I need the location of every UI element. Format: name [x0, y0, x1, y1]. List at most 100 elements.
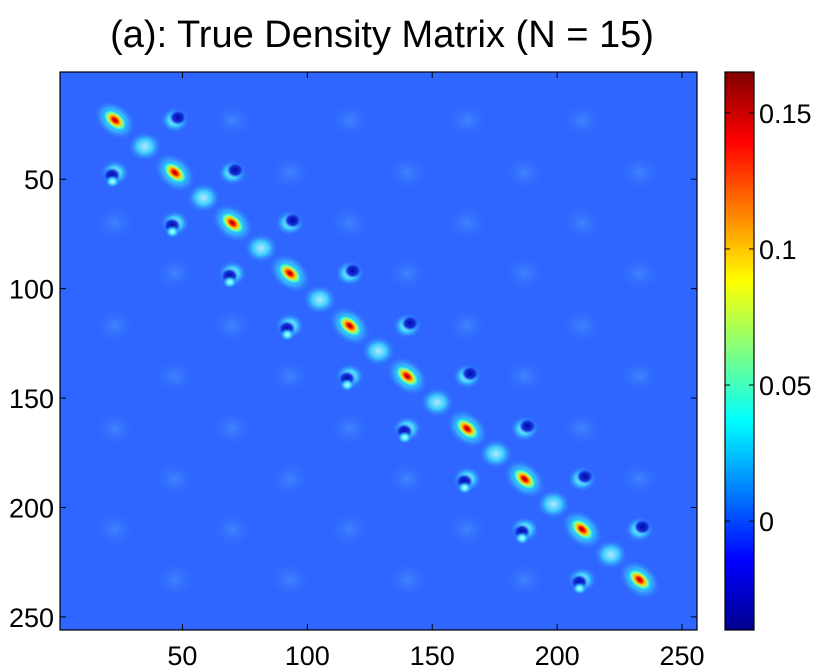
diagonal-peak	[336, 313, 363, 338]
offdiag-blob	[502, 559, 548, 600]
diagonal-peak	[102, 108, 128, 132]
x-tick-label: 100	[285, 641, 330, 667]
coupling-blob	[535, 488, 571, 520]
peak-group	[385, 355, 429, 397]
peak-group	[560, 509, 604, 550]
coupling-blob	[419, 387, 455, 418]
negative-blob	[633, 519, 652, 535]
offdiag-blob	[502, 253, 548, 294]
offdiag-blob	[327, 100, 373, 140]
diagonal-peak	[219, 211, 246, 235]
coupling-blob	[478, 438, 514, 470]
x-tick-label: 250	[659, 641, 704, 667]
coupling-blob	[514, 531, 530, 545]
colorbar: 0 0.05 0.1 0.15	[724, 71, 812, 631]
offdiag-blob	[559, 306, 605, 346]
offdiag-blob	[92, 509, 138, 550]
coupling-blob	[104, 174, 120, 188]
diagonal-peak	[394, 364, 421, 389]
offdiag-blob	[267, 459, 313, 499]
offdiag-blob	[92, 408, 138, 449]
peak-group	[503, 458, 547, 500]
offdiag-blob	[444, 509, 490, 550]
negative-blob	[461, 365, 479, 382]
colorbar-tick-label: 0.05	[759, 371, 812, 401]
colorbar-frame	[724, 71, 755, 631]
y-tick-label: 250	[9, 603, 54, 633]
offdiag-blob	[209, 100, 255, 140]
diagonal-peak	[511, 467, 538, 491]
chart-title: (a): True Density Matrix (N = 15)	[110, 14, 654, 56]
offdiag-blob	[267, 356, 313, 396]
offdiag-blob	[209, 306, 255, 346]
offdiag-blob	[502, 356, 548, 396]
offdiag-blob	[617, 459, 663, 499]
offdiag-blob	[559, 100, 605, 140]
offdiag-blob	[559, 203, 605, 243]
peak-group	[328, 305, 372, 347]
offdiag-blob	[384, 559, 430, 600]
offdiag-blob	[152, 253, 198, 294]
offdiag-blob	[617, 152, 663, 193]
coupling-blob	[572, 581, 588, 595]
coupling-blob	[339, 378, 355, 392]
y-tick-label: 200	[9, 493, 54, 523]
offdiag-blob	[617, 356, 663, 396]
offdiag-blob	[92, 306, 138, 346]
negative-blob	[576, 468, 594, 485]
peak-group	[618, 559, 661, 600]
colorbar-tick-label: 0	[759, 507, 774, 537]
offdiag-blob	[92, 203, 138, 243]
coupling-blob	[186, 182, 222, 214]
x-tick-label: 200	[535, 641, 580, 667]
peak-group	[93, 99, 137, 141]
diagonal-peak	[626, 567, 653, 592]
y-tick-label: 100	[9, 275, 54, 305]
diagonal-peak	[162, 160, 188, 185]
coupling-blob	[593, 539, 629, 570]
coupling-blob	[127, 131, 163, 162]
coupling-blob	[164, 225, 180, 239]
offdiag-blob	[617, 253, 663, 294]
x-tick-label: 50	[167, 641, 197, 667]
offdiag-blob	[384, 459, 430, 499]
diagonal-peak	[569, 517, 595, 542]
offdiag-blob	[209, 408, 255, 449]
y-tick-label: 150	[9, 384, 54, 414]
offdiag-blob	[502, 152, 548, 193]
coupling-blob	[361, 335, 396, 367]
offdiag-blob	[267, 152, 313, 193]
peak-group	[268, 253, 312, 294]
diagonal-peak	[454, 416, 481, 441]
offdiag-blob	[327, 203, 373, 243]
negative-blob	[401, 315, 419, 331]
coupling-blob	[243, 232, 279, 264]
coupling-blob	[222, 275, 238, 289]
y-axis: 50 100 150 200 250	[9, 165, 697, 633]
negative-blob	[518, 418, 537, 434]
diagonal-peak	[276, 261, 303, 286]
colorbar-ticks: 0 0.05 0.1 0.15	[725, 99, 812, 537]
negative-blob	[169, 109, 187, 126]
coupling-blob	[279, 328, 295, 342]
x-axis: 50 100 150 200 250	[167, 72, 705, 667]
coupling-blob	[397, 430, 413, 445]
negative-blob	[283, 212, 302, 229]
plot-area: 50 100 150 200 250 50 100 150 200 250	[9, 71, 705, 667]
offdiag-blob	[152, 559, 198, 600]
heatmap-layer	[92, 99, 663, 600]
peak-group	[153, 152, 197, 193]
offdiag-blob	[444, 100, 490, 140]
coupling-blob	[302, 284, 338, 315]
offdiag-blob	[384, 253, 430, 294]
negative-blob	[226, 162, 244, 178]
colorbar-gradient	[725, 72, 754, 630]
y-tick-label: 50	[24, 165, 54, 195]
offdiag-blob	[327, 509, 373, 550]
x-tick-label: 150	[410, 641, 455, 667]
offdiag-blob	[152, 356, 198, 396]
negative-blob	[344, 263, 362, 279]
offdiag-blob	[384, 152, 430, 193]
offdiag-blob	[327, 408, 373, 449]
